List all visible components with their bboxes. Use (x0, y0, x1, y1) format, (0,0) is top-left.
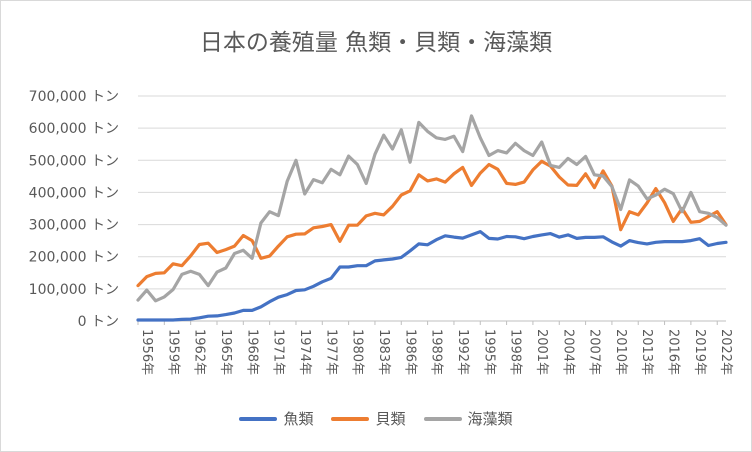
legend-swatch-shellfish (331, 416, 370, 421)
x-tick-label: 1968年 (244, 329, 259, 375)
series-line-fish (136, 230, 728, 322)
x-tick-label: 1977年 (323, 329, 338, 375)
x-tick-label: 1986年 (402, 329, 417, 375)
x-tick-label: 2016年 (666, 329, 681, 375)
chart-title: 日本の養殖量 魚類・貝類・海藻類 (199, 30, 553, 56)
x-tick-label: 1962年 (192, 329, 207, 375)
legend-item-seaweed: 海藻類 (423, 408, 513, 429)
y-tick-label: 300,000 トン (29, 218, 119, 234)
legend-label-fish: 魚類 (283, 410, 314, 428)
x-tick-label: 1971年 (271, 329, 286, 375)
x-tick-label: 1974年 (297, 329, 312, 375)
x-tick-label: 1995年 (481, 329, 496, 375)
x-tick-label: 1992年 (455, 329, 470, 375)
line-chart: 0 トン 100,000 トン 200,000 トン 300,000 トン 400,00… (29, 89, 734, 375)
x-tick-label: 1980年 (350, 329, 365, 375)
y-tick-label: 100,000 トン (29, 282, 119, 298)
x-tick-label: 2001年 (534, 329, 549, 375)
legend-label-shellfish: 貝類 (375, 410, 406, 428)
legend: 魚類 貝類 海藻類 (1, 408, 751, 429)
x-tick-label: 1989年 (429, 329, 444, 375)
x-tick-label: 2007年 (587, 329, 602, 375)
legend-item-fish: 魚類 (239, 408, 313, 429)
legend-item-shellfish: 貝類 (331, 408, 406, 429)
y-tick-label: 600,000 トン (29, 121, 119, 137)
series-line-seaweed (136, 114, 728, 303)
legend-swatch-fish (239, 416, 278, 421)
series-line-shellfish (136, 159, 728, 288)
x-tick-label: 1998年 (508, 329, 523, 375)
x-tick-label: 2010年 (613, 329, 628, 375)
x-tick-label: 2004年 (560, 329, 575, 375)
x-tick-label: 2022年 (718, 329, 733, 375)
y-tick-label: 400,000 トン (29, 185, 119, 201)
x-tick-label: 2019年 (692, 329, 707, 375)
x-tick-label: 2013年 (639, 329, 654, 375)
y-tick-label: 0 トン (78, 314, 119, 330)
y-tick-label: 200,000 トン (29, 250, 119, 266)
legend-swatch-seaweed (423, 416, 462, 421)
x-tick-label: 1965年 (218, 329, 233, 375)
y-tick-label: 500,000 トン (29, 153, 119, 169)
x-tick-label: 1956年 (139, 329, 154, 375)
legend-label-seaweed: 海藻類 (467, 410, 513, 428)
x-tick-label: 1959年 (165, 329, 180, 375)
x-tick-label: 1983年 (376, 329, 391, 375)
y-tick-label: 700,000 トン (29, 89, 119, 105)
